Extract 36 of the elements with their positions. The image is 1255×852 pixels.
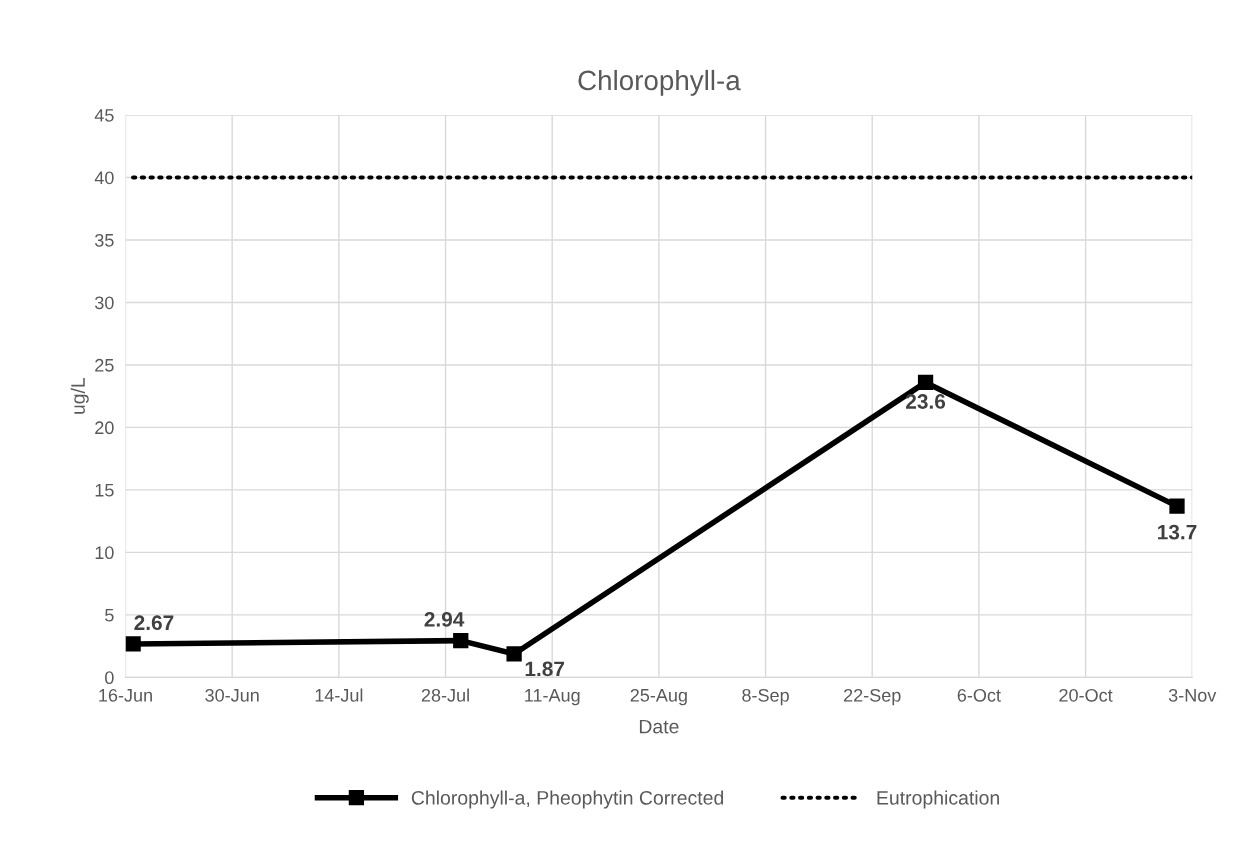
point <box>506 646 522 662</box>
x-tick-label: 25-Aug <box>630 688 687 706</box>
y-tick-label: 5 <box>105 608 114 622</box>
y-tick-label: 0 <box>105 671 114 685</box>
y-tick-label: 35 <box>95 233 114 247</box>
point <box>1169 498 1185 514</box>
x-tick-label: 16-Jun <box>99 688 152 702</box>
data-label: 23.6 <box>906 394 946 409</box>
y-tick-label: 10 <box>95 546 114 560</box>
y-tick-label: 20 <box>95 421 114 435</box>
y-tick-label: 45 <box>94 109 114 122</box>
x-tick-label: 11-Aug <box>525 689 580 706</box>
point <box>125 636 141 652</box>
y-tick-label: 15 <box>95 484 114 497</box>
legend-label: Chlorophyll-a, Pheophytin Corrected <box>411 790 724 809</box>
legend-label: Eutrophication <box>877 790 999 809</box>
data-label: 13.7 <box>1158 524 1197 540</box>
point <box>917 374 934 391</box>
x-tick-label: 3-Nov <box>1168 688 1217 702</box>
data-label: 1.87 <box>525 661 565 677</box>
x-tick-label: 14-Jul <box>315 688 363 702</box>
x-tick-label: 6-Oct <box>957 688 1001 702</box>
y-tick-label: 25 <box>95 358 114 372</box>
x-tick-label: 20-Oct <box>1059 688 1113 702</box>
y-tick-label: 40 <box>94 171 114 185</box>
chart-title: Chlorophyll-a <box>578 69 741 96</box>
y-axis-title: ug/L <box>70 377 89 414</box>
data-label: 2.67 <box>134 615 174 631</box>
point <box>453 632 469 649</box>
y-tick-label: 30 <box>95 296 114 310</box>
x-tick-label: 28-Jul <box>421 688 469 702</box>
x-tick-label: 30-Jun <box>205 688 259 702</box>
x-axis-title: Date <box>639 719 679 734</box>
data-label: 2.94 <box>424 612 465 627</box>
x-tick-label: 8-Sep <box>742 688 789 706</box>
x-tick-label: 22-Sep <box>844 688 901 706</box>
